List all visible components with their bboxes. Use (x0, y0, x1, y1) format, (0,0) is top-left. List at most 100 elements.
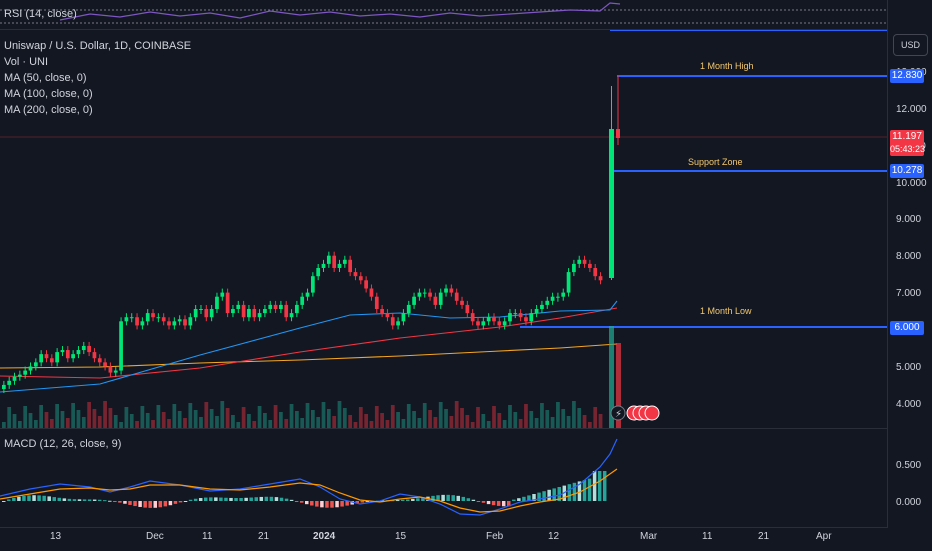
macd-bar (148, 501, 152, 508)
candle (263, 309, 267, 314)
macd-bar (234, 498, 238, 501)
time-axis[interactable] (0, 527, 887, 551)
macd-label[interactable]: MACD (12, 26, close, 9) (4, 438, 122, 450)
rsi-line (59, 2, 621, 21)
macd-bar (244, 497, 248, 501)
price-axis[interactable] (887, 0, 932, 528)
macd-bar (507, 501, 511, 507)
candle (161, 317, 166, 322)
candle (374, 296, 379, 310)
candle (476, 321, 480, 326)
candle (28, 366, 33, 371)
macd-bar (496, 501, 501, 506)
candle (364, 280, 368, 289)
macd-bar (133, 501, 137, 507)
currency-button[interactable]: USD (893, 34, 928, 56)
macd-bar (72, 499, 77, 501)
candle (209, 309, 214, 318)
volume-bar (188, 403, 193, 428)
main-chart[interactable]: ⚡ (0, 30, 887, 428)
time-axis-label: Feb (486, 531, 504, 542)
ma200-indicator[interactable]: MA (200, close, 0) (4, 104, 93, 116)
candle (332, 255, 337, 268)
volume-bar (209, 409, 214, 428)
symbol-title[interactable]: Uniswap / U.S. Dollar, 1D, COINBASE (4, 40, 192, 52)
volume-bar (358, 407, 363, 428)
candle (177, 319, 182, 322)
macd-bar (254, 497, 258, 501)
macd-bar (229, 497, 233, 501)
volume-bar (465, 415, 470, 428)
macd-bar (274, 497, 279, 501)
candle (492, 317, 496, 322)
volume-bars (2, 401, 603, 428)
candle (55, 352, 60, 363)
macd-plot[interactable] (0, 429, 887, 526)
macd-bar (395, 500, 400, 502)
candle (273, 304, 278, 310)
macd-bar (355, 501, 359, 504)
macd-bar (249, 497, 253, 501)
macd-bar (178, 501, 183, 503)
rsi-plot (0, 2, 887, 24)
macd-bar (577, 481, 582, 501)
volume-bar (518, 419, 523, 428)
volume-bar (2, 422, 6, 428)
volume-bar (199, 417, 203, 428)
current-price-value: 11.197 (892, 131, 922, 142)
volume-bar (39, 405, 44, 428)
candle (2, 384, 6, 390)
volume-bar (470, 422, 475, 428)
volume-bar (113, 415, 118, 428)
macd-bar (188, 499, 193, 501)
macd-bar (537, 492, 541, 501)
candle (247, 309, 251, 318)
candle (348, 259, 353, 273)
candle (550, 296, 555, 301)
macd-bar (481, 501, 486, 503)
candle (76, 350, 81, 355)
volume-bar (300, 418, 305, 428)
ma100-indicator[interactable]: MA (100, close, 0) (4, 88, 93, 100)
time-axis-label: Mar (640, 531, 658, 542)
price-axis-label: 10.000 (896, 178, 927, 189)
volume-bar (161, 412, 166, 428)
candle (513, 313, 518, 315)
volume-bar (7, 407, 12, 428)
rsi-label: RSI (14, close) (4, 8, 77, 20)
volume-bar (326, 409, 331, 428)
vol-indicator[interactable]: Vol · UNI (4, 56, 49, 68)
macd-bar (476, 501, 481, 502)
month-low-annotation: 1 Month Low (700, 306, 752, 316)
volume-bar (545, 410, 550, 428)
macd-bar (360, 501, 365, 503)
volume-bar (428, 410, 432, 428)
candle (215, 296, 219, 310)
volume-bar (497, 413, 502, 428)
volume-bar (12, 414, 17, 428)
candle (326, 255, 331, 264)
price-axis-label: 4.000 (896, 399, 922, 410)
rsi-pane: RSI (14, close) (0, 0, 887, 28)
macd-bar (451, 495, 455, 501)
candle (529, 313, 534, 322)
price-axis-label: 8.000 (896, 251, 922, 262)
macd-bar (92, 499, 97, 501)
volume-bar (268, 420, 273, 428)
macd-bar (421, 497, 425, 501)
candle (390, 317, 395, 326)
volume-bar-last (616, 343, 621, 428)
candle (33, 362, 38, 367)
volume-bar (263, 413, 267, 428)
volume-bar (284, 419, 289, 428)
candle (433, 296, 438, 305)
macd-bar (602, 471, 607, 501)
volume-bar (572, 401, 576, 428)
candle (305, 292, 310, 297)
month-high-tag: 12.830 (890, 69, 924, 83)
volume-bar (449, 416, 454, 428)
volume-bar (44, 412, 49, 428)
ma50-line (0, 300, 618, 393)
ma50-indicator[interactable]: MA (50, close, 0) (4, 72, 87, 84)
candle (310, 276, 315, 293)
